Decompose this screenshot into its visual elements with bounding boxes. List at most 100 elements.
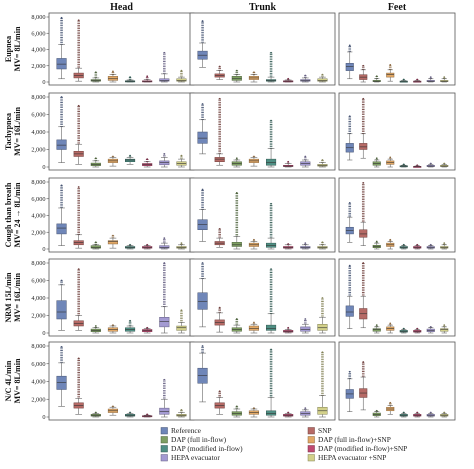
- box-dap-modified-in-flow: [399, 411, 408, 418]
- y-tick-label: 4,000: [31, 379, 45, 386]
- box-dap-modified-in-flow: [266, 268, 277, 334]
- outlier-point-max: [146, 243, 149, 246]
- legend-swatch: [160, 445, 168, 453]
- box-reference: [197, 345, 208, 403]
- y-tick-label: 0: [42, 414, 45, 421]
- outlier-point-max: [163, 378, 166, 381]
- panel-r4-head: 0 2,000 4,000 6,000 8,000: [31, 258, 195, 337]
- y-tick-label: 2,000: [31, 229, 45, 236]
- y-tick-label: 8,000: [31, 94, 45, 101]
- box-dap-modified-in-flow-snp: [283, 243, 294, 250]
- box-hepa-evacuator: [426, 243, 435, 250]
- box-hepa-evacuator: [300, 318, 311, 334]
- outlier-point-max: [429, 162, 432, 165]
- box-hepa-evacuator-snp: [440, 411, 449, 418]
- box-dap-full-in-flow-snp: [386, 401, 395, 415]
- outlier-point-max: [389, 64, 392, 66]
- box-snp: [359, 361, 368, 411]
- y-tick-label: 0: [42, 79, 45, 86]
- outlier-point-max: [129, 76, 131, 79]
- box-dap-full-in-flow-snp: [248, 155, 259, 167]
- box-hepa-evacuator-snp: [440, 76, 449, 83]
- panel-r2-feet: [338, 92, 456, 171]
- y-tick-label: 0: [42, 164, 45, 171]
- box-dap-full-in-flow: [90, 411, 101, 418]
- legend-swatch: [160, 436, 168, 444]
- box-dap-full-in-flow-snp: [386, 238, 395, 250]
- outlier-point-max: [389, 322, 392, 325]
- outlier-point-max: [429, 243, 432, 246]
- outlier-point-max: [389, 156, 392, 159]
- legend-label: DAP (full in-flow)+SNP: [318, 435, 391, 444]
- y-tick-label: 8,000: [31, 179, 45, 186]
- box-reference: [56, 96, 67, 163]
- box-dap-full-in-flow: [372, 409, 381, 418]
- outlier-point-max: [201, 188, 204, 191]
- box-dap-modified-in-flow-snp: [413, 164, 422, 168]
- box-iqr: [359, 229, 368, 238]
- box-dap-full-in-flow-snp: [107, 324, 118, 334]
- legend-swatch: [307, 436, 315, 444]
- outlier-point-max: [146, 75, 149, 78]
- box-dap-modified-in-flow-snp: [413, 78, 422, 83]
- y-tick-label: 4,000: [31, 47, 45, 54]
- box-iqr: [231, 242, 242, 247]
- row-label-ventilation: MV= 24 → 8L/min: [13, 182, 22, 247]
- box-iqr: [372, 328, 381, 332]
- box-dap-full-in-flow-snp: [386, 64, 395, 82]
- panel-frame: [48, 12, 195, 86]
- outlier-point-max: [112, 405, 114, 408]
- box-iqr: [345, 63, 354, 71]
- box-dap-modified-in-flow: [266, 348, 277, 418]
- legend-item-dap-full-in-flow: DAP (full in-flow): [160, 435, 227, 444]
- outlier-point-max: [348, 202, 351, 204]
- box-reference: [56, 184, 67, 246]
- box-iqr: [266, 242, 277, 248]
- outlier-point-max: [253, 407, 255, 410]
- y-tick-label: 2,000: [31, 396, 45, 403]
- box-dap-modified-in-flow-snp: [283, 160, 294, 168]
- box-reference: [197, 103, 208, 155]
- legend-label: DAP (full in-flow): [171, 435, 227, 444]
- outlier-point-max: [287, 243, 290, 245]
- outlier-point-max: [180, 242, 183, 245]
- legend-item-snp: SNP: [307, 426, 332, 435]
- box-snp: [359, 64, 368, 83]
- box-iqr: [56, 375, 67, 390]
- y-tick-label: 6,000: [31, 196, 45, 203]
- box-snp: [73, 268, 84, 331]
- outlier-point-max: [235, 318, 238, 320]
- row-label-ventilation: MV= 16L/min: [13, 273, 22, 322]
- row-label-ventilation: MV= 8L/min: [13, 358, 22, 403]
- y-tick-label: 8,000: [31, 14, 45, 21]
- outlier-point-max: [375, 240, 378, 243]
- y-tick-label: 2,000: [31, 313, 45, 320]
- box-dap-full-in-flow-snp: [248, 407, 259, 418]
- outlier-point-max: [94, 241, 97, 244]
- box-iqr: [266, 324, 277, 331]
- outlier-point-max: [443, 242, 446, 245]
- box-reference: [345, 115, 354, 161]
- box-dap-full-in-flow: [90, 157, 101, 168]
- box-iqr: [248, 325, 259, 331]
- outlier-point-max: [112, 70, 114, 73]
- panel-r3-trunk: [189, 177, 336, 253]
- outlier-point-max: [180, 309, 183, 312]
- box-dap-modified-in-flow-snp: [413, 411, 422, 418]
- outlier-point-max: [375, 157, 378, 160]
- box-dap-full-in-flow-snp: [248, 71, 259, 83]
- outlier-point-max: [287, 160, 290, 163]
- outlier-point-max: [348, 370, 351, 373]
- box-dap-modified-in-flow-snp: [142, 243, 153, 250]
- row-label-condition: Eupnea: [4, 36, 13, 62]
- outlier-point-max: [402, 411, 405, 414]
- box-snp: [359, 181, 368, 246]
- outlier-point-max: [348, 115, 351, 118]
- outlier-point-max: [443, 162, 446, 165]
- box-dap-full-in-flow: [372, 75, 381, 83]
- box-iqr: [359, 143, 368, 150]
- box-dap-modified-in-flow: [399, 327, 408, 334]
- column-titles: Head Trunk Feet: [110, 2, 407, 13]
- legend-item-dap-modified-in-flow-snp: DAP (modified in-flow)+SNP: [307, 444, 407, 453]
